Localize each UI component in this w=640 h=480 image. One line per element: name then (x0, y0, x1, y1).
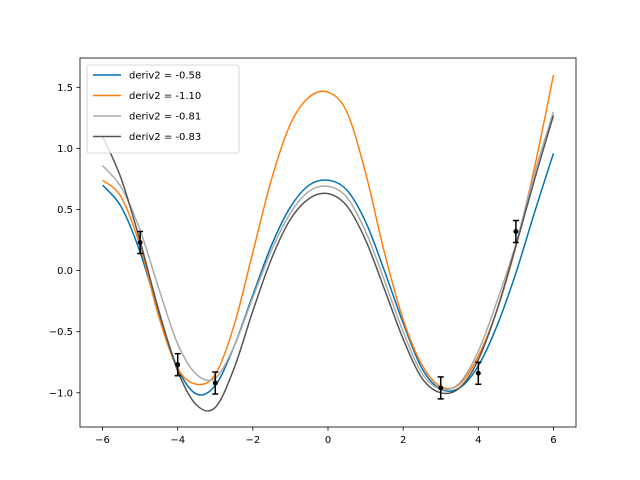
y-tick-label: 0.0 (57, 266, 73, 277)
legend-label: deriv2 = -0.81 (129, 112, 201, 123)
observation-marker (175, 362, 181, 368)
observation-point-2 (174, 352, 181, 377)
x-tick-label: 0 (325, 435, 331, 446)
observation-point-4 (437, 376, 444, 400)
y-tick-label: 1.5 (57, 83, 73, 94)
x-tick-label: 6 (550, 435, 556, 446)
legend-entry-3: deriv2 = -0.81 (93, 112, 201, 123)
observation-marker (438, 385, 444, 391)
legend-label: deriv2 = -0.58 (129, 71, 201, 82)
observation-marker (475, 370, 481, 376)
x-tick-label: −6 (95, 435, 110, 446)
y-tick-label: 0.5 (57, 205, 73, 216)
observation-marker (137, 240, 143, 245)
observation-point-5 (475, 361, 482, 385)
observation-marker (212, 380, 218, 386)
y-tick-label: −0.5 (49, 327, 73, 338)
series-line-3 (101, 111, 555, 391)
legend: deriv2 = -0.58 deriv2 = -1.10 deriv2 = -0.… (86, 64, 240, 154)
x-axis: −6 −4 −2 0 2 4 6 (95, 427, 557, 446)
x-tick-label: −4 (170, 435, 185, 446)
legend-entry-2: deriv2 = -1.10 (93, 91, 201, 102)
y-axis: −1.0 −0.5 0.0 0.5 1.0 1.5 (49, 83, 80, 399)
observation-marker (513, 229, 519, 235)
x-tick-label: −2 (245, 435, 260, 446)
observation-point-3 (212, 371, 219, 395)
x-tick-label: 4 (475, 435, 481, 446)
observation-point-6 (512, 219, 519, 244)
observations-layer (137, 219, 519, 400)
legend-entry-1: deriv2 = -0.58 (93, 71, 201, 82)
legend-box (86, 64, 240, 154)
y-tick-label: 1.0 (57, 144, 73, 155)
y-tick-label: −1.0 (49, 388, 73, 399)
legend-entry-4: deriv2 = -0.83 (93, 132, 201, 143)
legend-label: deriv2 = -0.83 (129, 132, 201, 143)
legend-label: deriv2 = -1.10 (129, 91, 201, 102)
x-tick-label: 2 (400, 435, 406, 446)
observation-point-1 (137, 230, 144, 255)
